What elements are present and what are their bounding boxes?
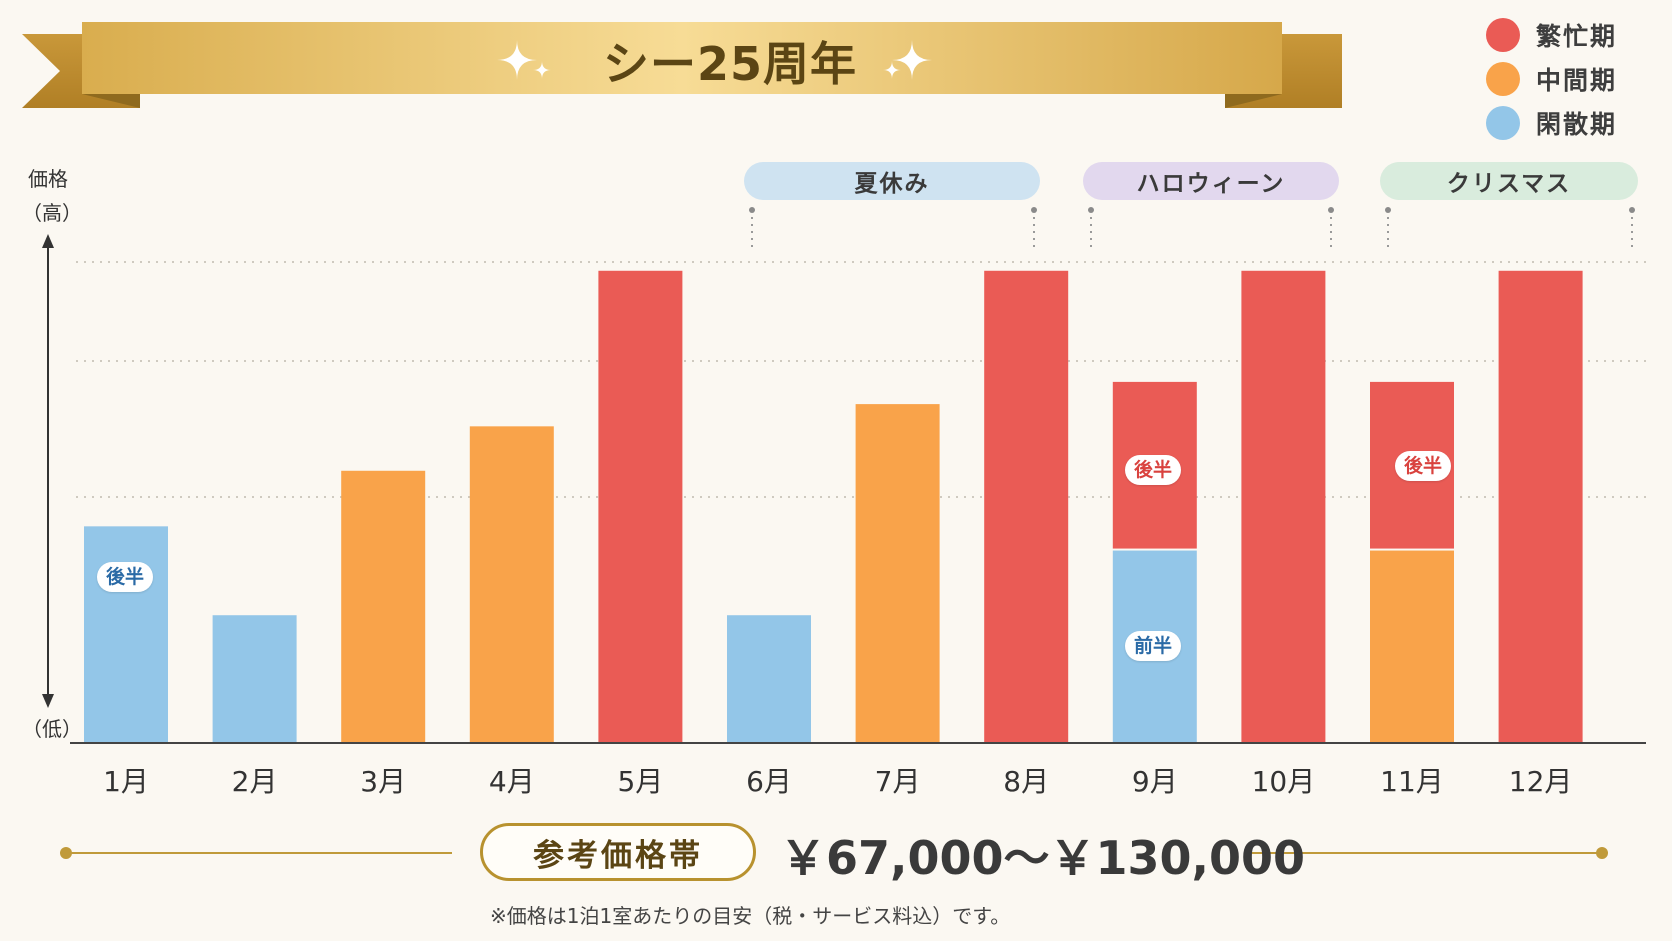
ribbon-fold-right (1225, 94, 1282, 108)
legend-label-mid: 中間期 (1536, 66, 1618, 95)
legend-item-mid: 中間期 (1486, 61, 1617, 97)
bar-12 (1498, 270, 1583, 743)
season-pill-summer: 夏休み (744, 162, 1040, 200)
y-axis-arrow-down-icon (42, 694, 54, 708)
x-tick-label: 5月 (617, 765, 664, 798)
x-tick-label: 9月 (1131, 765, 1178, 798)
bar-10 (1241, 270, 1326, 743)
sparkle-icon (533, 61, 551, 79)
badge-jan-second-half: 後半 (97, 562, 154, 592)
x-tick-label: 1月 (103, 765, 149, 798)
price-band-label: 参考価格帯 (480, 823, 756, 881)
x-tick-label: 6月 (746, 765, 792, 798)
ribbon-fold-left (82, 94, 140, 108)
x-tick-label: 2月 (231, 765, 278, 798)
bar-5 (598, 270, 683, 743)
price-rule-dot-right (1596, 847, 1608, 859)
bar-1 (84, 526, 168, 743)
title-ribbon (82, 22, 1282, 94)
legend-label-off: 閑散期 (1536, 110, 1618, 139)
bar-4 (469, 426, 554, 743)
season-bracket-dot (749, 207, 755, 213)
bar-2 (212, 615, 297, 743)
x-tick-label: 7月 (874, 765, 921, 798)
legend-swatch-off (1486, 106, 1520, 140)
x-tick-label: 10月 (1251, 765, 1316, 798)
badge-sep-second-half: 後半 (1125, 455, 1182, 485)
bar-8 (984, 270, 1069, 743)
bar-6 (727, 615, 811, 743)
price-band-range: ￥67,000～￥130,000 (780, 831, 1306, 885)
sparkle-icon (883, 61, 901, 79)
x-tick-label: 3月 (360, 765, 407, 798)
y-axis-arrow-up-icon (42, 234, 54, 248)
legend-label-busy: 繁忙期 (1536, 22, 1618, 51)
bar-3 (341, 470, 426, 743)
legend-swatch-busy (1486, 18, 1520, 52)
legend-item-off: 閑散期 (1486, 105, 1617, 141)
x-tick-label: 12月 (1508, 765, 1573, 798)
sparkle-icon (892, 40, 932, 80)
bar-11-lower (1370, 550, 1454, 743)
footnote: ※価格は1泊1室あたりの目安（税・サービス料込）です。 (490, 904, 1011, 928)
badge-sep-first-half: 前半 (1125, 631, 1182, 661)
price-rule-dot-left (60, 847, 72, 859)
season-bracket-dot (1629, 207, 1635, 213)
legend-swatch-mid (1486, 62, 1520, 96)
season-bracket-dot (1328, 207, 1334, 213)
y-axis-low-label: （低） (22, 717, 82, 741)
season-bracket-dot (1031, 207, 1037, 213)
season-pill-halloween: ハロウィーン (1083, 162, 1339, 200)
season-bracket-dot (1385, 207, 1391, 213)
season-bracket-dot (1088, 207, 1094, 213)
x-tick-label: 4月 (488, 765, 535, 798)
bar-7 (855, 404, 940, 743)
x-tick-label: 11月 (1380, 765, 1444, 798)
sparkle-icon (497, 40, 537, 80)
y-axis-high-label: 価格 （高） (22, 167, 82, 225)
legend-item-busy: 繁忙期 (1486, 17, 1617, 53)
season-pill-christmas: クリスマス (1380, 162, 1638, 200)
badge-nov-second-half: 後半 (1395, 451, 1452, 481)
x-tick-label: 8月 (1003, 765, 1050, 798)
chart-title: シー25周年 (602, 37, 857, 91)
